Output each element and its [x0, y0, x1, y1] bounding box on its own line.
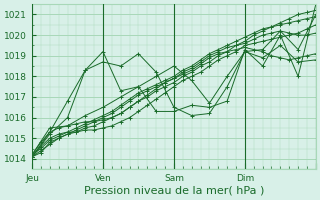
X-axis label: Pression niveau de la mer( hPa ): Pression niveau de la mer( hPa )	[84, 186, 264, 196]
